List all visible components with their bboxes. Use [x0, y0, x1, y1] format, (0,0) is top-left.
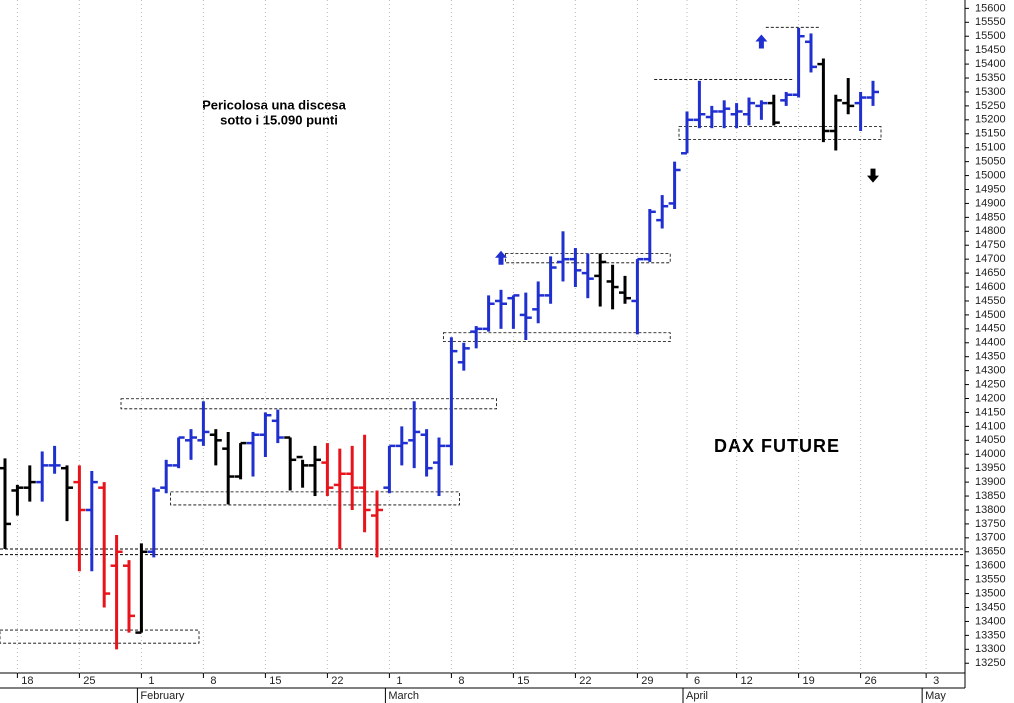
x-tick-label: 15	[269, 675, 281, 687]
price-zone	[120, 398, 498, 410]
price-zone	[0, 629, 200, 644]
y-tick-label: 15400	[975, 58, 1006, 70]
y-tick-label: 14050	[975, 434, 1006, 446]
price-zone	[442, 332, 671, 343]
y-tick-label: 14700	[975, 253, 1006, 265]
y-tick-label: 14100	[975, 420, 1006, 432]
y-tick-label: 15450	[975, 44, 1006, 56]
y-tick-label: 14000	[975, 448, 1006, 460]
x-tick-label: 25	[83, 675, 95, 687]
y-tick-label: 13900	[975, 476, 1006, 488]
x-tick-label: 29	[641, 675, 653, 687]
y-tick-label: 13850	[975, 490, 1006, 502]
y-tick-label: 13400	[975, 615, 1006, 627]
y-tick-label: 14150	[975, 406, 1006, 418]
x-tick-label: 8	[210, 675, 216, 687]
price-zone	[170, 491, 460, 506]
y-tick-label: 15150	[975, 128, 1006, 140]
x-tick-label: 19	[802, 675, 814, 687]
month-label: April	[686, 690, 708, 702]
y-tick-label: 15100	[975, 142, 1006, 154]
x-tick-label: 6	[694, 675, 700, 687]
month-label: May	[925, 690, 946, 702]
x-tick-label: 22	[331, 675, 343, 687]
x-tick-label: 12	[740, 675, 752, 687]
y-tick-label: 14400	[975, 337, 1006, 349]
y-tick-label: 15550	[975, 16, 1006, 28]
y-tick-label: 13750	[975, 518, 1006, 530]
y-tick-label: 13500	[975, 587, 1006, 599]
y-tick-label: 14750	[975, 239, 1006, 251]
y-tick-label: 15200	[975, 114, 1006, 126]
y-tick-label: 13250	[975, 657, 1006, 669]
y-tick-label: 15600	[975, 2, 1006, 14]
price-zone	[678, 126, 882, 141]
arrow	[495, 250, 507, 265]
x-tick-label: 1	[148, 675, 154, 687]
x-tick-label: 1	[396, 675, 402, 687]
y-tick-label: 14600	[975, 281, 1006, 293]
y-tick-label: 13700	[975, 532, 1006, 544]
y-tick-label: 14800	[975, 225, 1006, 237]
y-tick-label: 13600	[975, 560, 1006, 572]
x-tick-label: 26	[864, 675, 876, 687]
x-tick-label: 18	[21, 675, 33, 687]
annotation: Pericolosa una discesa	[202, 97, 347, 112]
y-tick-label: 15050	[975, 156, 1006, 168]
y-tick-label: 13950	[975, 462, 1006, 474]
y-tick-label: 14950	[975, 183, 1006, 195]
y-tick-label: 13350	[975, 629, 1006, 641]
arrow	[867, 168, 879, 183]
y-tick-label: 15300	[975, 86, 1006, 98]
x-tick-label: 8	[458, 675, 464, 687]
chart-title: DAX FUTURE	[714, 436, 840, 456]
y-tick-label: 14450	[975, 323, 1006, 335]
month-label: March	[388, 690, 419, 702]
y-tick-label: 13650	[975, 546, 1006, 558]
x-tick-label: 15	[517, 675, 529, 687]
y-tick-label: 15350	[975, 72, 1006, 84]
y-tick-label: 14200	[975, 392, 1006, 404]
y-tick-label: 14900	[975, 197, 1006, 209]
y-tick-label: 14650	[975, 267, 1006, 279]
y-tick-label: 14500	[975, 309, 1006, 321]
y-tick-label: 13800	[975, 504, 1006, 516]
annotation: sotto i 15.090 punti	[220, 112, 338, 127]
y-tick-label: 14550	[975, 295, 1006, 307]
y-tick-label: 14250	[975, 378, 1006, 390]
y-tick-label: 13550	[975, 574, 1006, 586]
y-tick-label: 14350	[975, 351, 1006, 363]
x-tick-label: 3	[933, 675, 939, 687]
y-tick-label: 13450	[975, 601, 1006, 613]
y-tick-label: 13300	[975, 643, 1006, 655]
y-tick-label: 15500	[975, 30, 1006, 42]
month-label: February	[140, 690, 185, 702]
y-tick-label: 14300	[975, 365, 1006, 377]
arrow	[755, 34, 768, 49]
x-tick-label: 22	[579, 675, 591, 687]
y-tick-label: 14850	[975, 211, 1006, 223]
y-tick-label: 15250	[975, 100, 1006, 112]
y-tick-label: 15000	[975, 169, 1006, 181]
